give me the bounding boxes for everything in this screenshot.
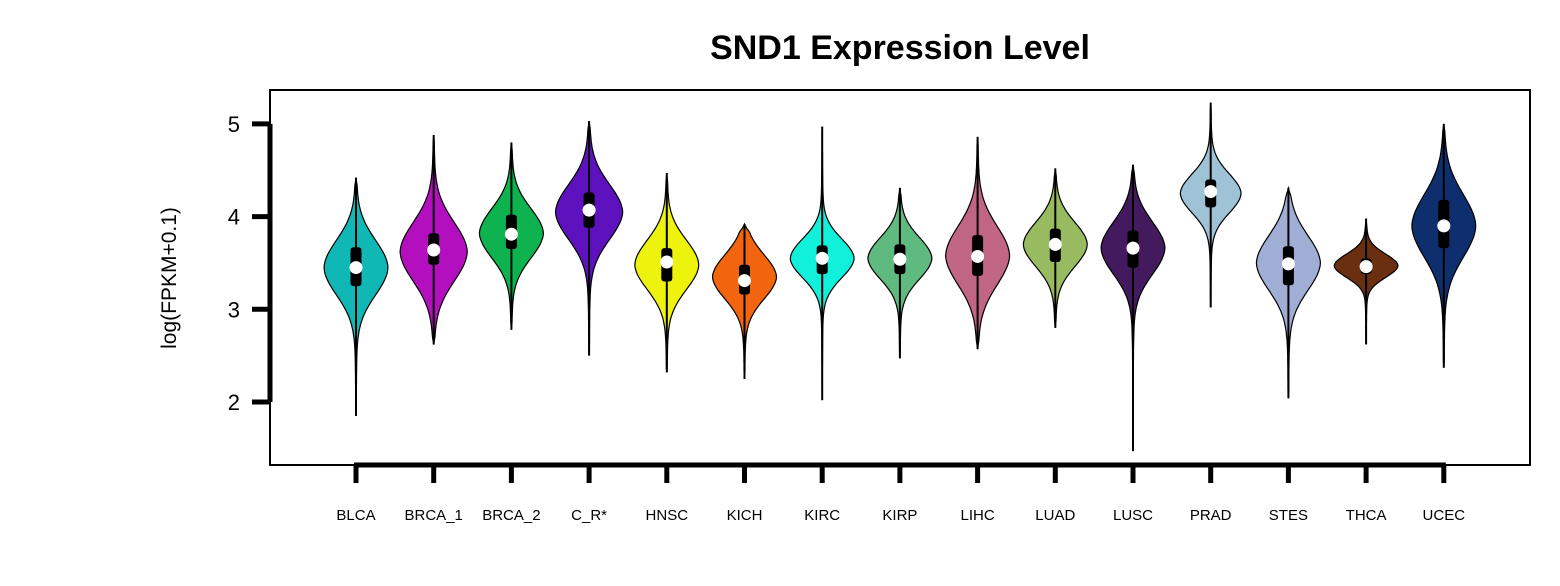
- chart-title: SND1 Expression Level: [710, 29, 1090, 67]
- violin-luad: [1022, 168, 1088, 328]
- violin-prad: [1179, 102, 1242, 308]
- x-tick-label: KICH: [727, 507, 763, 524]
- x-tick-label: C_R*: [571, 507, 607, 524]
- violin-stes: [1255, 185, 1322, 399]
- violin-brca-2: [478, 142, 545, 330]
- y-tick-label: 3: [228, 297, 240, 322]
- y-tick-label: 4: [228, 205, 240, 230]
- violin-kich: [711, 222, 778, 379]
- x-tick-label: THCA: [1346, 507, 1387, 524]
- violin-median-point: [582, 203, 596, 217]
- x-tick-label: BLCA: [336, 507, 375, 524]
- x-tick-label: STES: [1269, 507, 1308, 524]
- x-axis: BLCA BRCA_1 BRCA_2 C_R* HNSC KICH KIRC KIRP LIHC…: [336, 462, 1466, 524]
- violin-ucec: [1411, 123, 1477, 368]
- x-tick-label: BRCA_1: [405, 507, 463, 524]
- y-axis-label: log(FPKM+0.1): [158, 207, 181, 349]
- violin-median-point: [427, 243, 441, 257]
- violin-thca: [1333, 218, 1399, 345]
- violin-median-point: [815, 251, 829, 265]
- violins: [323, 102, 1477, 452]
- x-tick-label: BRCA_2: [482, 507, 540, 524]
- violin-kirc: [789, 126, 855, 401]
- violin-median-point: [1281, 257, 1295, 271]
- violin-median-point: [1126, 241, 1140, 255]
- violin-median-point: [660, 255, 674, 269]
- x-tick-label: KIRC: [804, 507, 840, 524]
- violin-brca-1: [399, 134, 468, 345]
- violin-median-point: [1359, 260, 1373, 274]
- violin-kirp: [867, 187, 933, 359]
- x-tick-label: LUAD: [1035, 507, 1075, 524]
- violin-median-point: [349, 261, 363, 275]
- x-tick-label: LUSC: [1113, 507, 1153, 524]
- violin-hnsc: [634, 172, 700, 373]
- violin-lusc: [1100, 164, 1166, 452]
- violin-median-point: [893, 252, 907, 266]
- y-tick-label: 2: [228, 390, 240, 415]
- violin-median-point: [1437, 219, 1451, 233]
- violin-median-point: [971, 249, 985, 263]
- violin-median-point: [738, 274, 751, 288]
- x-tick-label: PRAD: [1190, 507, 1232, 524]
- violin-median-point: [504, 227, 518, 241]
- violin-median-point: [1204, 185, 1218, 199]
- x-tick-label: HNSC: [646, 507, 689, 524]
- violin-lihc: [944, 136, 1011, 350]
- violin-blca: [323, 177, 389, 416]
- x-tick-label: KIRP: [882, 507, 917, 524]
- y-axis: 2 3 4 5: [228, 112, 273, 415]
- x-tick-label: UCEC: [1423, 507, 1466, 524]
- x-tick-label: LIHC: [961, 507, 995, 524]
- y-tick-label: 5: [228, 112, 240, 137]
- violin-c-r-: [554, 121, 624, 356]
- violin-median-point: [1048, 237, 1062, 251]
